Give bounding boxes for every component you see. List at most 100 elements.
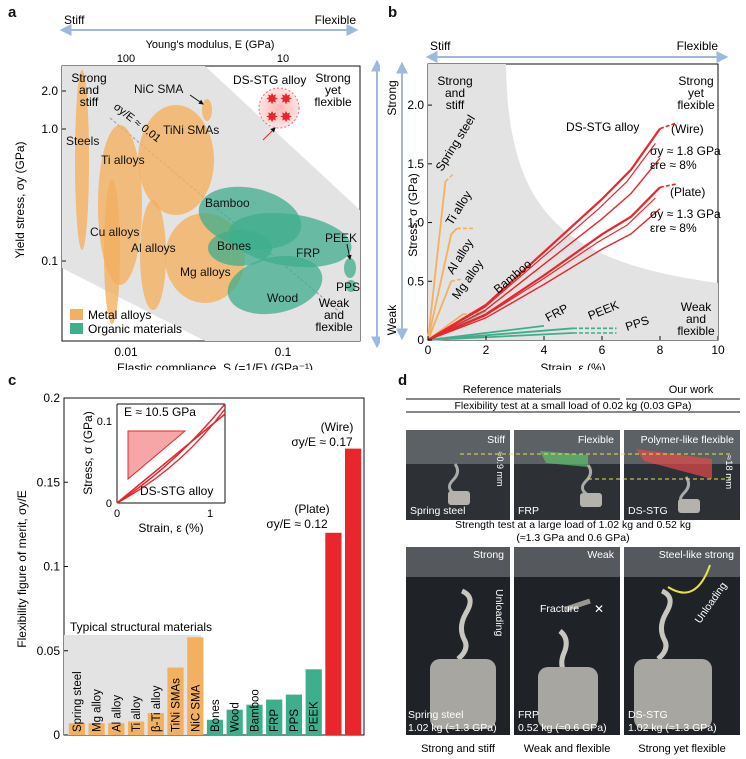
- b-br-1: Weak: [681, 300, 712, 314]
- label-mg-alloys: Mg alloys: [180, 265, 231, 279]
- region-wood: [227, 255, 323, 315]
- b-curve-tail-8: [659, 121, 678, 130]
- label-steels: Steels: [66, 134, 99, 148]
- b-curve-tail-9: [659, 183, 678, 189]
- c-bar-3: [128, 721, 145, 735]
- region-al-alloys: [140, 200, 166, 310]
- panel-d-letter: d: [398, 372, 408, 389]
- c-bar-10: [266, 699, 283, 735]
- a-ylabel: Yield stress, σy (GPa): [13, 142, 27, 259]
- a-xtick-001: 0.01: [114, 345, 138, 359]
- ds-stg-pointer: [262, 127, 276, 141]
- d-caption-3: Strong yet flexible: [638, 743, 725, 755]
- c-typical-label: Typical structural materials: [70, 620, 212, 634]
- region-nic-sma: [202, 99, 212, 121]
- label-cu-alloys: Cu alloys: [90, 225, 139, 239]
- d-bottom-name-1: Spring steel: [408, 709, 463, 721]
- d-bottom-name-2: FRP: [518, 709, 539, 721]
- c-bar-8: [226, 709, 243, 735]
- d-top-tag-1: Stiff: [487, 434, 505, 446]
- c-bar-4: [147, 713, 164, 735]
- panel-a-plot-area: ✸ ✸ ✸ ✸ NiC SMA TiNi SMAs Steels Ti allo…: [61, 65, 361, 342]
- a-tl-1: Strong: [71, 71, 106, 85]
- panel-c-letter: c: [8, 372, 17, 389]
- c-ytick-1: 0.05: [37, 644, 61, 658]
- c-wire-label: (Wire): [321, 420, 354, 434]
- c-axes: 0 0.05 0.1 0.15 0.2: [37, 391, 68, 742]
- metal-regions: [75, 70, 245, 324]
- c-bar-6: [187, 637, 204, 735]
- c-inset-curve-label: DS-STG alloy: [140, 484, 213, 498]
- b-plate-label: (Plate): [670, 185, 705, 199]
- c-ylabel: Flexibility figure of merit, σy/E: [15, 490, 29, 647]
- c-bar-label-5: TiNi SMAs: [171, 678, 183, 732]
- c-bar-label-3: Ti alloy: [131, 696, 143, 732]
- b-xtick-0: 0: [425, 343, 432, 357]
- c-ytick-3: 0.15: [37, 475, 61, 489]
- b-curve-7: [427, 332, 574, 341]
- b-unload-8: [427, 157, 661, 341]
- c-inset-triangle: [127, 430, 187, 481]
- region-frp: [228, 212, 352, 268]
- c-bars: Spring steel Mg alloy Al alloy Ti alloy β-Ti…: [68, 448, 362, 735]
- c-inset-ytick-01: 0.1: [97, 416, 112, 428]
- panel-d-photos: Reference materials Our work Flexibility…: [406, 384, 740, 755]
- peek-pointer: [346, 243, 352, 260]
- d-top-photo-1: Stiff Spring steel ≈0.9 mm: [406, 430, 510, 520]
- c-bar-0: [68, 723, 85, 735]
- a-xtick-01: 0.1: [275, 345, 292, 359]
- b-ytick-1: 0.5: [407, 274, 424, 288]
- c-bar-11: [285, 694, 302, 735]
- c-bar-5: [167, 667, 184, 735]
- panel-c-chart: Typical structural materials Spring stee…: [15, 391, 365, 742]
- b-plate-sy: σy ≈ 1.3 GPa: [650, 207, 721, 221]
- d-top-name-1: Spring steel: [410, 505, 465, 517]
- c-plate-value: σy/E ≈ 0.12: [266, 517, 328, 531]
- panel-b-chart: Stiff Flexible Strong Weak Stress, σ (GP…: [385, 39, 729, 370]
- c-bar-2: [108, 723, 125, 735]
- label-peek: PEEK: [325, 231, 357, 245]
- b-ytick-2: 1.0: [407, 216, 424, 230]
- d-top-tag-3: Polymer-like flexible: [641, 434, 735, 446]
- b-tl-3: stiff: [446, 98, 465, 112]
- b-br-3: flexible: [677, 324, 715, 338]
- c-inset-xtick-1: 1: [207, 508, 213, 520]
- d-bottom-name-3: DS-STG: [628, 709, 668, 721]
- d-top-name-3: DS-STG: [628, 505, 668, 517]
- c-ytick-2: 0.1: [43, 560, 60, 574]
- b-curves: [427, 121, 678, 342]
- d-bottom-tag-1: Strong: [473, 549, 504, 561]
- c-inset-curve-1: [116, 413, 226, 504]
- flexible-label: Flexible: [315, 13, 357, 27]
- c-bar-9: [246, 704, 263, 735]
- a-tr-2: yet: [325, 83, 342, 97]
- d-bottom-load-3: 1.02 kg (≈1.3 GPa): [628, 722, 717, 734]
- c-inset-curve-3: [116, 408, 226, 504]
- b-tr-3: flexible: [677, 98, 715, 112]
- b-ytick-4: 2.0: [407, 98, 424, 112]
- c-plate-label: (Plate): [294, 502, 329, 516]
- d-top-tag-2: Flexible: [578, 434, 614, 446]
- region-cu-alloys: [104, 180, 120, 324]
- b-gray-region: [428, 64, 718, 340]
- d-bottom-load-1: 1.02 kg (≈1.3 GPa): [408, 722, 497, 734]
- a-ytick-2: 2.0: [41, 84, 58, 98]
- c-bar-label-7: Bones: [210, 699, 222, 732]
- a-br-3: flexible: [315, 320, 353, 334]
- a-br-1: Weak: [319, 296, 350, 310]
- d-top-name-2: FRP: [518, 505, 539, 517]
- d-bottom-load-2: 0.52 kg (≈0.6 GPa): [518, 722, 607, 734]
- c-bar-label-2: Al alloy: [111, 695, 123, 732]
- nic-pointer: [189, 94, 204, 105]
- c-bar-1: [88, 723, 105, 735]
- c-bar-7: [206, 719, 224, 735]
- label-nic-sma: NiC SMA: [134, 82, 183, 96]
- legend-organic-label: Organic materials: [88, 322, 182, 336]
- b-tr-1: Strong: [678, 74, 713, 88]
- c-bar-12: [305, 669, 322, 735]
- c-ytick-4: 0.2: [43, 391, 60, 405]
- b-br-2: and: [686, 312, 706, 326]
- c-bar-label-9: Bamboo: [250, 689, 262, 732]
- b-axes: 0 2 4 6 8 10 0 0.5 1.0 1.5 2.0: [407, 98, 725, 357]
- b-curve-1: [427, 227, 458, 341]
